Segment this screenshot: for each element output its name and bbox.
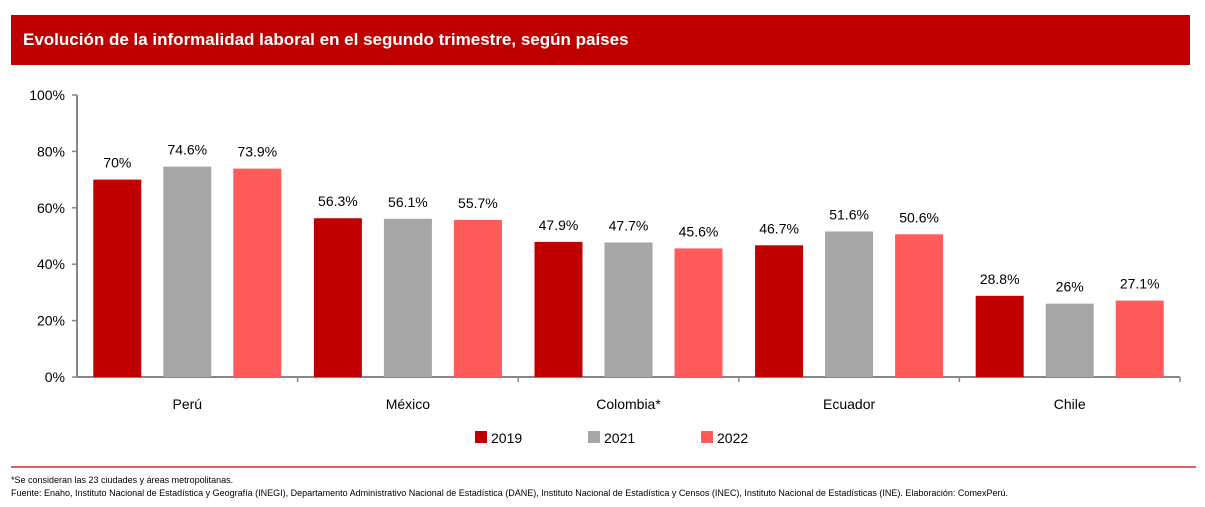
bar-2022: [1115, 300, 1164, 377]
bar-2019: [313, 218, 362, 377]
data-label: 56.3%: [318, 193, 358, 209]
bar-chart: 0% 20% 40% 60% 80% 100% Perú 70% 74.6% 73.9% Méxic…: [29, 87, 1181, 446]
legend-swatch-2022: [701, 431, 713, 443]
bar-2021: [1045, 303, 1094, 377]
data-label: 50.6%: [899, 209, 939, 225]
legend-swatch-2019: [475, 431, 487, 443]
data-label: 51.6%: [829, 206, 869, 222]
x-tick-label: Colombia*: [596, 396, 661, 412]
y-tick-label: 0%: [45, 369, 65, 385]
bar-2019: [975, 295, 1024, 377]
data-label: 47.7%: [609, 217, 649, 233]
data-label: 70%: [103, 155, 131, 171]
bar-2021: [825, 231, 874, 377]
legend-label: 2019: [491, 430, 522, 446]
legend-label: 2021: [604, 430, 635, 446]
y-tick-label: 40%: [37, 256, 65, 272]
data-label: 45.6%: [679, 223, 719, 239]
y-tick-label: 20%: [37, 313, 65, 329]
y-tick-label: 100%: [29, 87, 65, 103]
bar-2021: [383, 218, 432, 377]
data-label: 27.1%: [1120, 276, 1160, 292]
x-tick-label: Ecuador: [823, 396, 875, 412]
legend-label: 2022: [717, 430, 748, 446]
y-tick-label: 60%: [37, 200, 65, 216]
bar-2022: [674, 248, 723, 377]
data-label: 47.9%: [539, 217, 579, 233]
bar-2022: [233, 168, 282, 377]
bar-2019: [93, 179, 142, 377]
x-tick-label: Chile: [1054, 396, 1086, 412]
source-note: Fuente: Enaho, Instituto Nacional de Est…: [11, 488, 1008, 498]
x-tick-label: México: [386, 396, 431, 412]
footer-divider: [11, 466, 1196, 468]
legend-swatch-2021: [588, 431, 600, 443]
data-label: 28.8%: [980, 271, 1020, 287]
bar-2019: [534, 241, 583, 377]
data-label: 55.7%: [458, 195, 498, 211]
footnote: *Se consideran las 23 ciudades y áreas m…: [11, 475, 234, 485]
bar-2022: [895, 234, 944, 377]
data-label: 73.9%: [237, 144, 277, 160]
data-label: 26%: [1056, 279, 1084, 295]
bar-2019: [755, 245, 804, 377]
bar-2021: [604, 242, 653, 377]
bar-2021: [163, 166, 212, 377]
chart-title: Evolución de la informalidad laboral en …: [11, 15, 1190, 65]
data-label: 56.1%: [388, 194, 428, 210]
bar-2022: [453, 219, 502, 377]
data-label: 46.7%: [759, 220, 799, 236]
y-tick-label: 80%: [37, 143, 65, 159]
data-label: 74.6%: [167, 142, 207, 158]
x-tick-label: Perú: [173, 396, 203, 412]
